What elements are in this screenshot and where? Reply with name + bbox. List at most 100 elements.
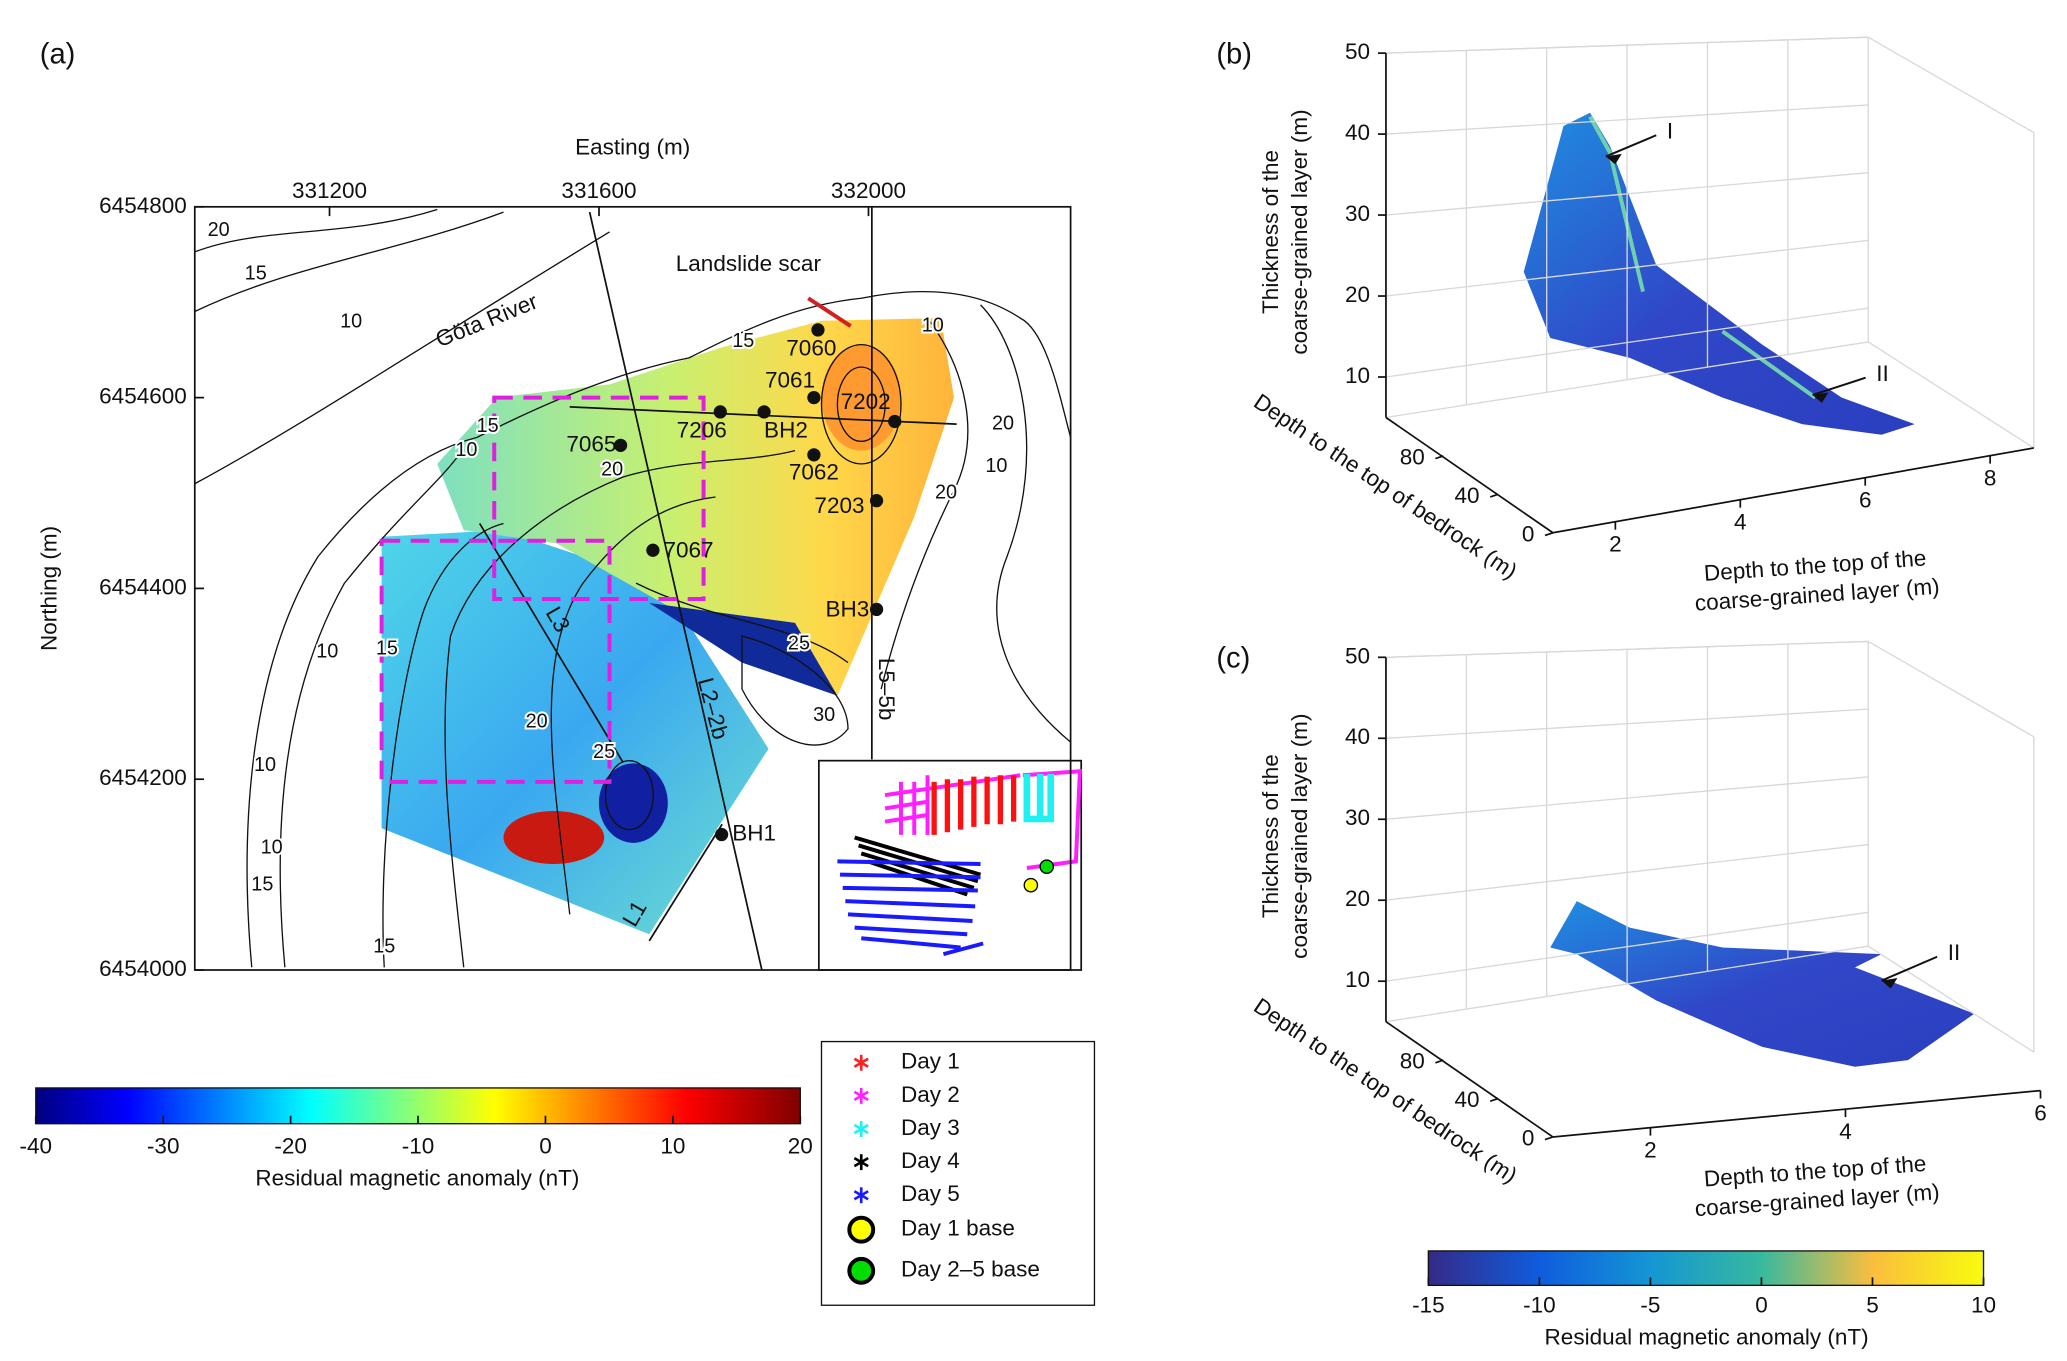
borehole [869,494,884,508]
axis-title: coarse-grained layer (m) [1287,714,1312,959]
grid-line [1385,239,1869,297]
surface-ridge [1588,115,1817,400]
x-tick-label: 4 [1734,510,1747,535]
axis-title: coarse-grained layer (m) [1287,109,1312,354]
axis-title: Easting (m) [575,134,690,159]
x-tick-label: 4 [1839,1119,1852,1144]
y-axis [1385,1020,1554,1138]
y-tick-label: 80 [1400,445,1425,470]
legend-label: Day 1 [901,1049,960,1074]
contour-label: 10 [261,836,283,858]
annotation-arrow [1605,134,1657,158]
box-edge [1867,945,2035,1053]
colorbar-tick-label: 5 [1866,1293,1879,1318]
borehole [613,438,628,452]
colorbar-title: Residual magnetic anomaly (nT) [255,1165,579,1190]
grid-line [1385,640,1869,658]
anomaly-south [381,530,769,935]
legend-marker-stroke [853,1057,869,1068]
axis-title: Northing (m) [36,526,61,651]
annotation: I [1667,119,1673,144]
y-tick [1544,1136,1554,1141]
contour [194,231,610,485]
contour-label: 10 [985,455,1007,477]
contour-label: 15 [373,936,395,958]
place-label: Göta River [432,288,542,352]
panel-label: (b) [1216,38,1252,70]
contour [880,317,969,690]
x-tick-label: 6 [1859,488,1872,513]
annotation: II [1948,940,1961,965]
z-tick-label: 30 [1345,201,1370,226]
borehole [869,602,884,617]
x-tick-label: 2 [1644,1137,1657,1162]
contour [635,582,849,664]
contour [980,304,1072,743]
legend-marker [853,1087,869,1104]
contour-label: 20 [935,481,957,503]
contour [550,496,716,915]
y-tick-label: 6454800 [99,193,187,218]
z-tick-label: 50 [1345,39,1370,64]
grid-line [1385,104,1869,135]
focus-area [379,538,612,784]
track-day3 [1023,773,1055,823]
x-axis [1552,1089,2041,1138]
y-tick [1435,1059,1444,1064]
borehole [714,827,729,842]
contour-label: 10 [922,314,944,336]
grid-line [1385,171,1869,216]
surface-c [1550,901,1975,1067]
contour-label: 15 [251,873,273,895]
contour-label: 20 [601,459,623,481]
point-label: BH1 [732,820,776,845]
contour-label: 15 [477,415,499,437]
inset [817,759,1083,971]
borehole [888,414,902,429]
z-tick-label: 10 [1345,363,1370,388]
focus-area [492,395,706,601]
y-tick-label: 6454200 [99,765,187,790]
colorbar-tick-label: -10 [402,1134,435,1159]
annotation-arrow [1881,955,1938,982]
point-label: BH2 [764,418,808,443]
contour-label: 10 [340,310,362,332]
scar-arrow [807,296,852,328]
x-axis [1552,447,2035,534]
y-tick-label: 80 [1400,1049,1425,1074]
point-label: 7060 [786,336,836,361]
borehole [646,543,660,557]
point-label: 7067 [663,538,713,563]
y-tick-label: 6454600 [99,384,187,409]
colorbar-tick-label: 10 [660,1134,685,1159]
contour-label: 15 [245,263,267,285]
x-tick-label: 2 [1609,532,1622,557]
point-label: 7062 [789,459,839,484]
contour-label: 30 [813,704,835,726]
colorbar-title: Residual magnetic anomaly (nT) [1545,1324,1869,1349]
borehole [713,405,727,419]
grid-line [1385,843,1869,901]
point-label: 7206 [677,418,727,443]
surface-b [1523,112,1915,435]
y-tick-label: 40 [1455,1087,1480,1112]
point-label: 7202 [841,389,891,414]
panel-label: (c) [1216,643,1250,675]
z-tick-label: 40 [1345,724,1370,749]
contour [820,343,902,465]
annotation-arrowhead [1881,977,1898,989]
contour-label: 10 [254,754,276,776]
z-tick-label: 20 [1345,282,1370,307]
panel-label: (a) [40,38,76,70]
line-label: L5–5b [874,658,899,721]
contour [604,760,654,831]
borehole [757,405,771,419]
grid-line [1385,708,1869,739]
legend-marker [853,1121,869,1137]
contour-label: 20 [208,219,230,241]
contour-label: 15 [732,330,754,352]
contour [382,522,504,968]
survey-lines [379,206,957,971]
